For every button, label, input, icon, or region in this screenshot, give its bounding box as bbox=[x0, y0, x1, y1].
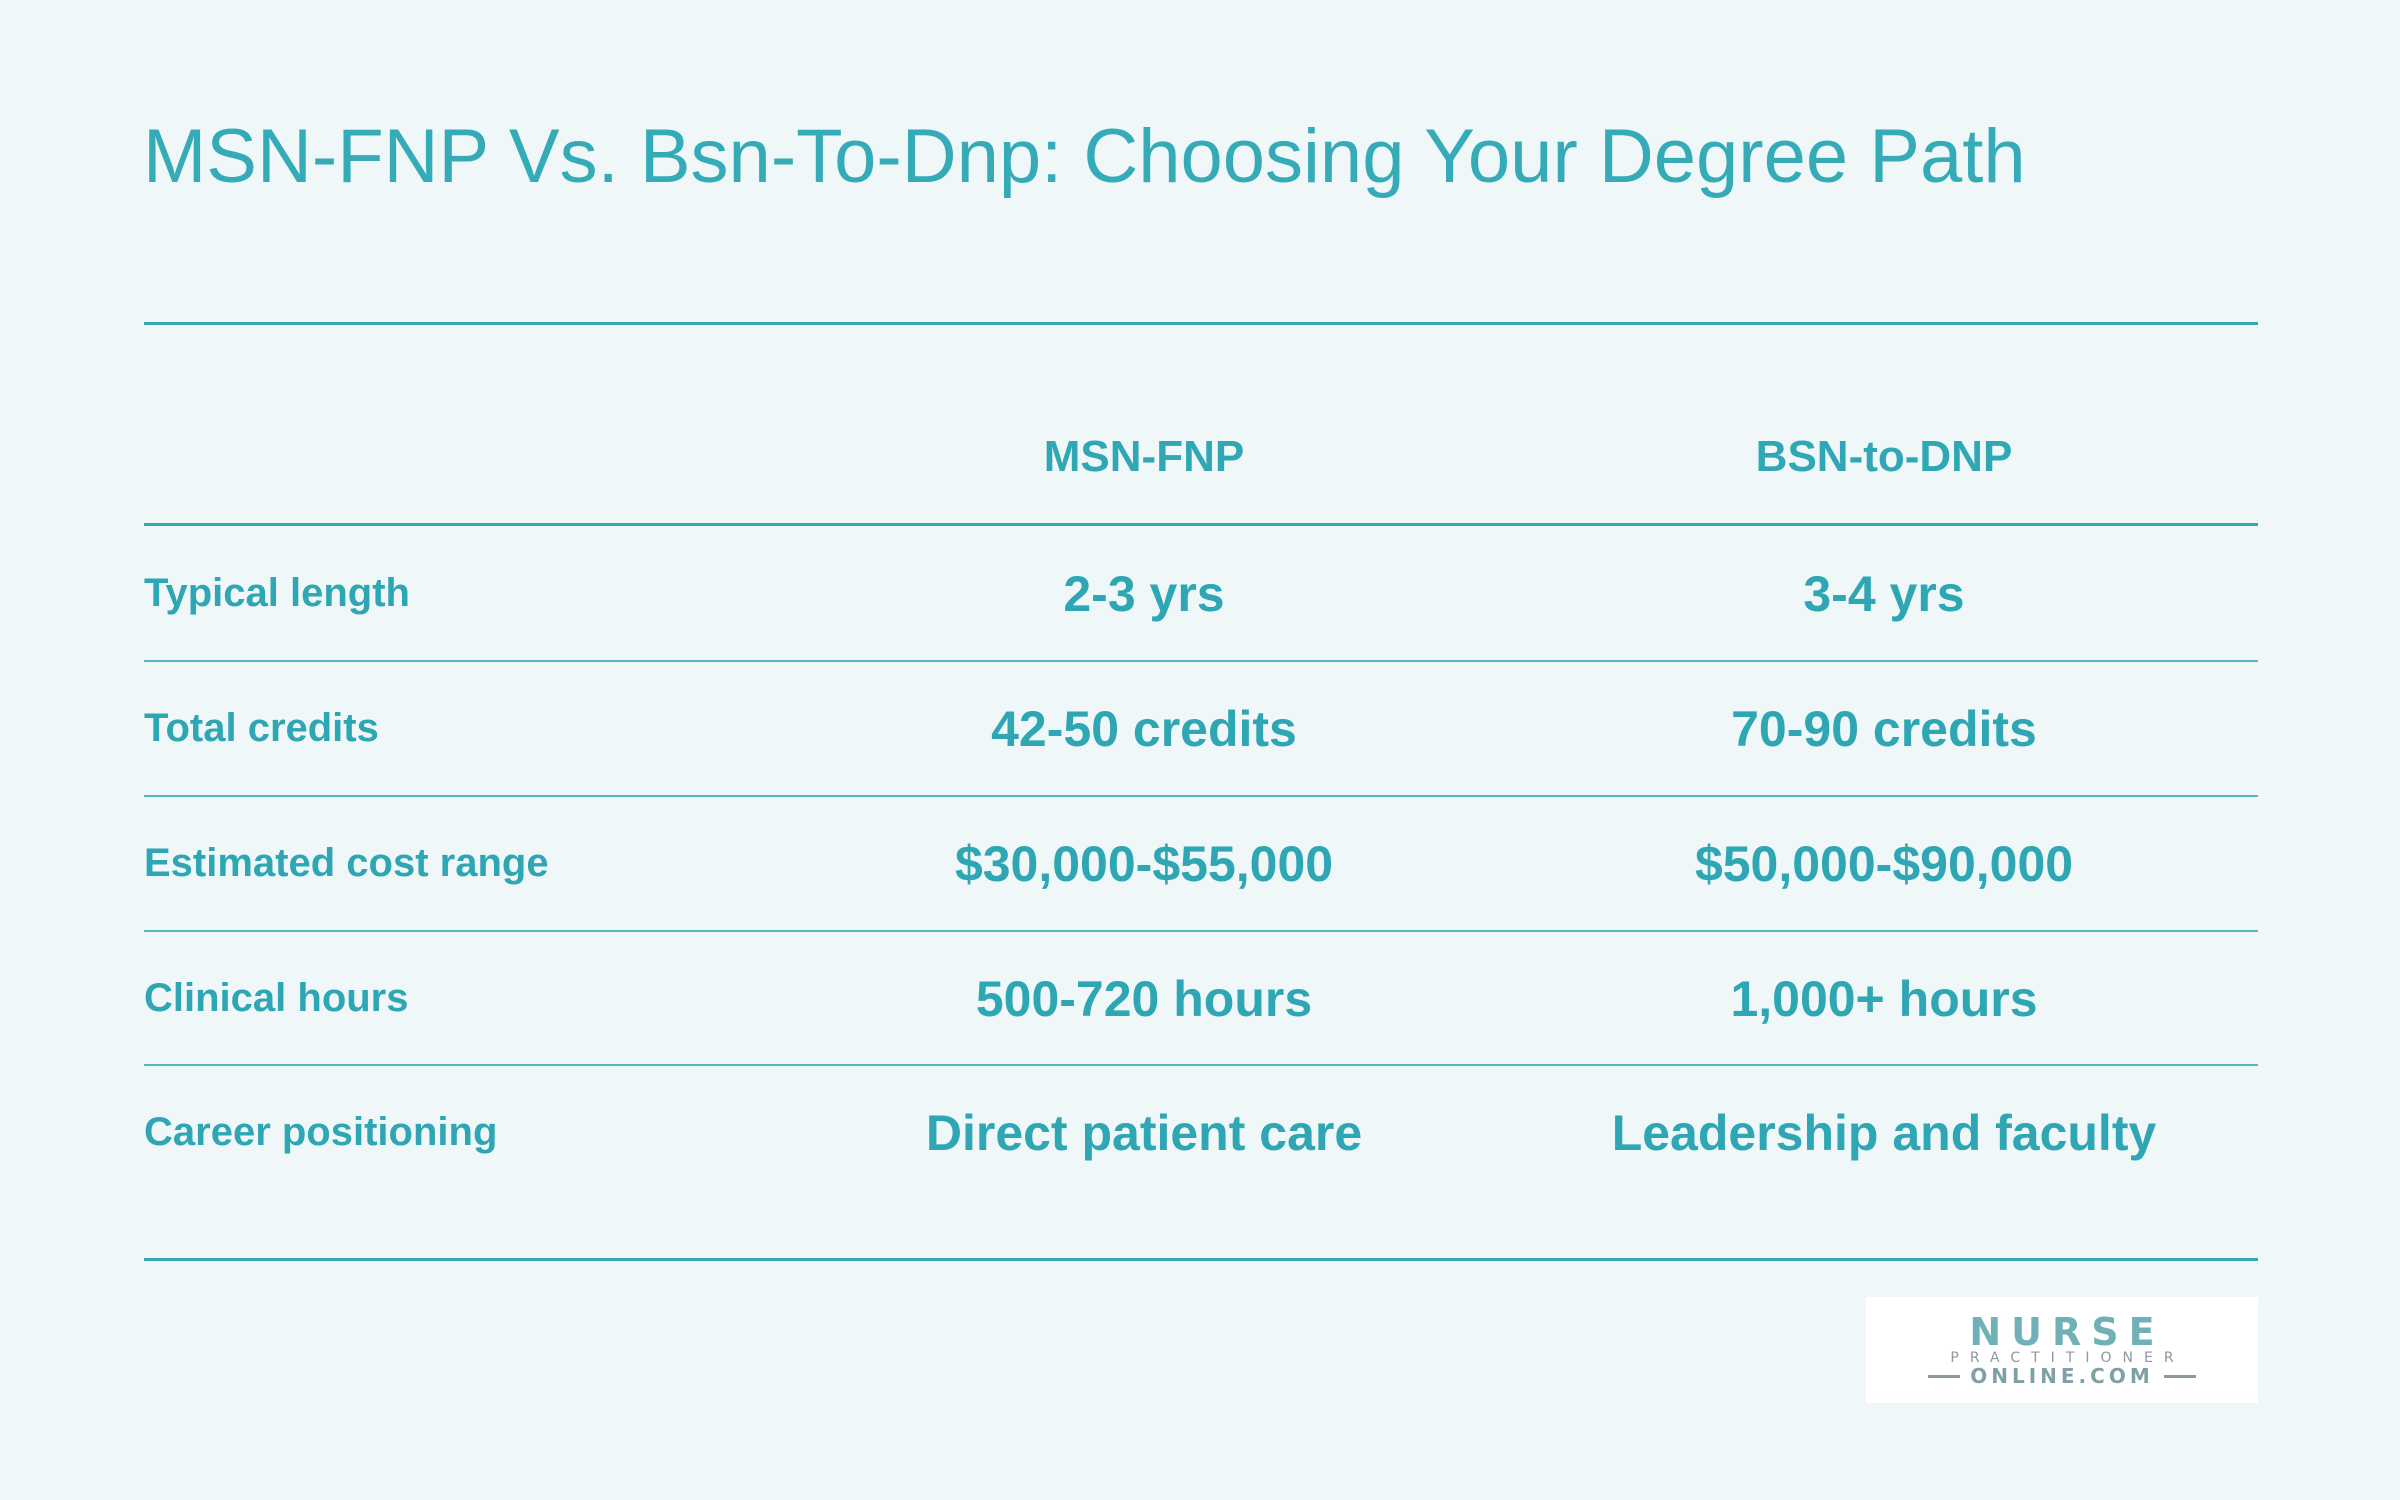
row-divider bbox=[144, 930, 2258, 932]
row-divider bbox=[144, 660, 2258, 662]
logo-bar-left bbox=[1928, 1374, 1961, 1378]
logo-domain-row: ONLINE.COM bbox=[1928, 1366, 2196, 1386]
bsn-to-dnp-value: 70-90 credits bbox=[1731, 700, 2037, 757]
msn-fnp-value: 500-720 hours bbox=[975, 970, 1313, 1027]
top-rule bbox=[144, 322, 2258, 325]
logo-domain: ONLINE.COM bbox=[1970, 1364, 2154, 1388]
logo-wordmark: NURSE bbox=[1969, 1310, 2165, 1354]
table-row-estimated-cost: Estimated cost range $30,000-$55,000 $50… bbox=[144, 796, 2258, 931]
bottom-rule bbox=[144, 1258, 2258, 1261]
table-row-total-credits: Total credits 42-50 credits 70-90 credit… bbox=[144, 661, 2258, 796]
msn-fnp-value: 2-3 yrs bbox=[1063, 565, 1225, 622]
msn-fnp-value: 42-50 credits bbox=[991, 700, 1297, 757]
msn-fnp-value: Direct patient care bbox=[925, 1104, 1363, 1161]
column-header-msn-fnp: MSN-FNP bbox=[1043, 432, 1245, 481]
table-row-typical-length: Typical length 2-3 yrs 3-4 yrs bbox=[144, 526, 2258, 661]
logo-bar-right bbox=[2163, 1374, 2196, 1378]
nurse-practitioner-online-logo: NURSE PRACTITIONER ONLINE.COM bbox=[1866, 1297, 2258, 1403]
msn-fnp-value: $30,000-$55,000 bbox=[954, 835, 1334, 892]
table-row-clinical-hours: Clinical hours 500-720 hours 1,000+ hour… bbox=[144, 931, 2258, 1066]
row-label: Typical length bbox=[144, 571, 410, 615]
row-label: Total credits bbox=[144, 706, 379, 750]
bsn-to-dnp-value: 3-4 yrs bbox=[1803, 565, 1965, 622]
bsn-to-dnp-value: Leadership and faculty bbox=[1611, 1104, 2157, 1161]
page-title: MSN-FNP Vs. Bsn-To-Dnp: Choosing Your De… bbox=[143, 114, 2026, 199]
row-label: Estimated cost range bbox=[144, 841, 549, 885]
row-divider bbox=[144, 795, 2258, 797]
row-divider bbox=[144, 1064, 2258, 1066]
bsn-to-dnp-value: $50,000-$90,000 bbox=[1694, 835, 2074, 892]
bsn-to-dnp-value: 1,000+ hours bbox=[1730, 970, 2038, 1027]
header-rule bbox=[144, 523, 2258, 526]
row-label: Career positioning bbox=[144, 1110, 498, 1154]
column-header-bsn-to-dnp: BSN-to-DNP bbox=[1755, 432, 2013, 481]
table-row-career-positioning: Career positioning Direct patient care L… bbox=[144, 1065, 2258, 1200]
row-label: Clinical hours bbox=[144, 976, 409, 1020]
logo-subtitle: PRACTITIONER bbox=[1950, 1350, 2185, 1366]
